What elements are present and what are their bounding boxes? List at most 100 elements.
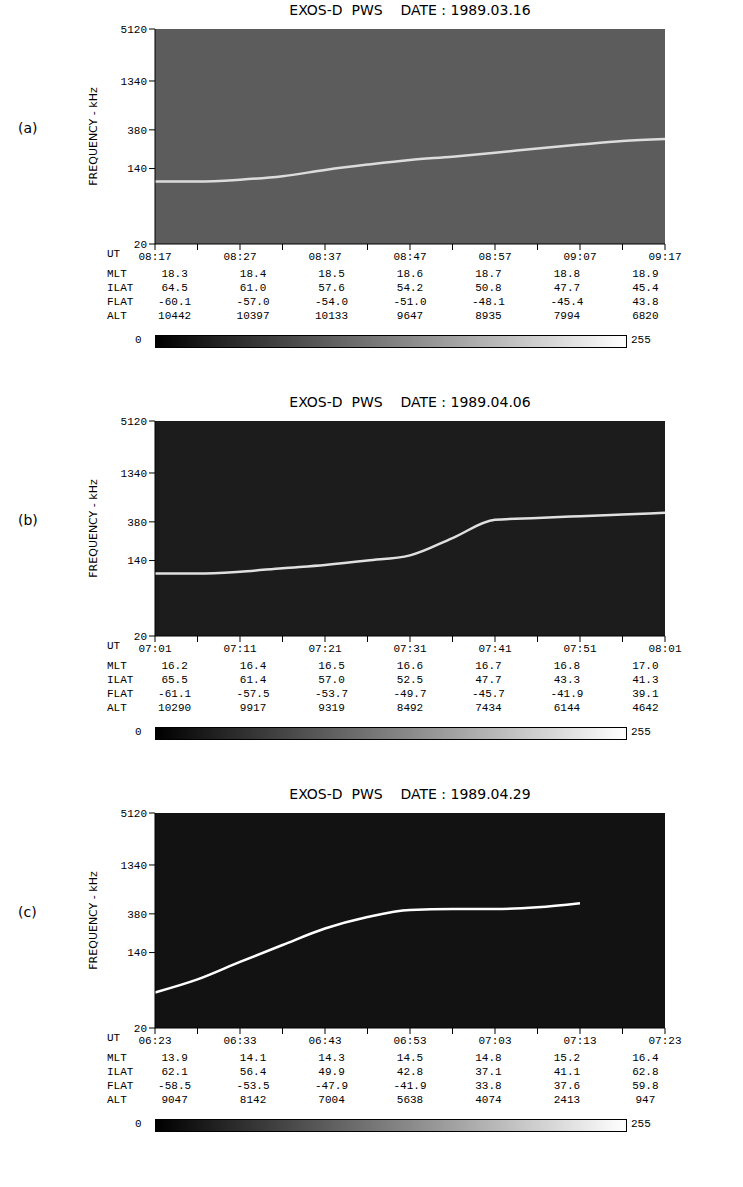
svg-text:140: 140 xyxy=(127,555,147,567)
html-text:61.0: 61.0 xyxy=(239,282,267,294)
svg-text:5120: 5120 xyxy=(121,416,147,428)
html-text:52.5: 52.5 xyxy=(396,674,424,686)
html-text:10397: 10397 xyxy=(236,310,270,322)
html-text:57.0: 57.0 xyxy=(318,674,345,686)
svg-text:140: 140 xyxy=(127,947,147,959)
svg-text:07:31: 07:31 xyxy=(393,643,426,655)
svg-text:08:17: 08:17 xyxy=(138,251,171,263)
html-text:FLAT: FLAT xyxy=(107,296,134,308)
svg-text:07:03: 07:03 xyxy=(478,1035,511,1047)
html-text:16.4: 16.4 xyxy=(239,660,267,672)
html-text:43.8: 43.8 xyxy=(632,296,659,308)
html-text:18.7: 18.7 xyxy=(475,268,502,280)
html-text:-53.7: -53.7 xyxy=(315,688,348,700)
svg-text:20: 20 xyxy=(134,1023,147,1035)
html-text:(a): (a) xyxy=(18,120,38,136)
html-text:45.4: 45.4 xyxy=(632,282,659,294)
svg-text:07:01: 07:01 xyxy=(138,643,171,655)
html-text:18.6: 18.6 xyxy=(396,268,424,280)
html-text:10133: 10133 xyxy=(315,310,348,322)
svg-text:08:47: 08:47 xyxy=(393,251,426,263)
svg-text:09:17: 09:17 xyxy=(648,251,681,263)
html-text:41.3: 41.3 xyxy=(632,674,659,686)
html-text:16.8: 16.8 xyxy=(553,660,581,672)
html-text:57.6: 57.6 xyxy=(318,282,345,294)
html-text:7994: 7994 xyxy=(553,310,581,322)
html-text:FLAT: FLAT xyxy=(107,688,134,700)
html-text:(b): (b) xyxy=(18,512,38,528)
svg-text:08:57: 08:57 xyxy=(478,251,511,263)
html-text:ILAT: ILAT xyxy=(107,674,134,686)
html-text:UT: UT xyxy=(107,248,121,260)
html-text:65.5: 65.5 xyxy=(161,674,188,686)
html-text:50.8: 50.8 xyxy=(475,282,502,294)
html-text:EXOS-D PWS DATE : 1989.04.29: EXOS-D PWS DATE : 1989.04.29 xyxy=(289,786,531,802)
svg-text:1340: 1340 xyxy=(121,468,147,480)
svg-text:08:37: 08:37 xyxy=(308,251,341,263)
svg-text:140: 140 xyxy=(127,163,147,175)
html-text:18.3: 18.3 xyxy=(161,268,188,280)
html-text:-45.4: -45.4 xyxy=(550,296,584,308)
html-text:(c): (c) xyxy=(18,904,37,920)
html-text:18.5: 18.5 xyxy=(318,268,345,280)
html-text:17.0: 17.0 xyxy=(632,660,659,672)
html-text:6820: 6820 xyxy=(632,310,659,322)
html-text:10442: 10442 xyxy=(158,310,192,322)
svg-text:07:23: 07:23 xyxy=(648,1035,681,1047)
html-text:8935: 8935 xyxy=(475,310,502,322)
svg-text:FREQUENCY - kHz: FREQUENCY - kHz xyxy=(87,87,100,186)
html-text:-61.1: -61.1 xyxy=(158,688,192,700)
html-text:16.6: 16.6 xyxy=(396,660,424,672)
svg-text:FREQUENCY - kHz: FREQUENCY - kHz xyxy=(87,871,100,970)
svg-text:06:53: 06:53 xyxy=(393,1035,426,1047)
html-text:ALT: ALT xyxy=(107,310,127,322)
svg-text:06:43: 06:43 xyxy=(308,1035,341,1047)
svg-text:08:01: 08:01 xyxy=(648,643,681,655)
svg-text:1340: 1340 xyxy=(121,860,147,872)
svg-text:08:27: 08:27 xyxy=(223,251,256,263)
html-text:16.7: 16.7 xyxy=(475,660,502,672)
html-text:EXOS-D PWS DATE : 1989.03.16: EXOS-D PWS DATE : 1989.03.16 xyxy=(289,2,531,18)
svg-text:FREQUENCY - kHz: FREQUENCY - kHz xyxy=(87,479,100,578)
html-text:9647: 9647 xyxy=(396,310,424,322)
html-text:16.5: 16.5 xyxy=(318,660,345,672)
html-text:18.4: 18.4 xyxy=(239,268,267,280)
html-text:43.3: 43.3 xyxy=(553,674,581,686)
svg-text:380: 380 xyxy=(127,909,147,921)
svg-text:06:23: 06:23 xyxy=(138,1035,171,1047)
svg-text:20: 20 xyxy=(134,631,147,643)
svg-text:09:07: 09:07 xyxy=(563,251,596,263)
html-text:ILAT: ILAT xyxy=(107,282,134,294)
html-text:255: 255 xyxy=(631,334,651,346)
html-text:18.9: 18.9 xyxy=(632,268,659,280)
html-text:-48.1: -48.1 xyxy=(471,296,505,308)
svg-text:07:41: 07:41 xyxy=(478,643,511,655)
svg-text:1340: 1340 xyxy=(121,76,147,88)
html-text:47.7: 47.7 xyxy=(553,282,581,294)
html-text:MLT: MLT xyxy=(107,268,127,280)
svg-text:20: 20 xyxy=(134,239,147,251)
html-text:-54.0: -54.0 xyxy=(315,296,348,308)
svg-text:5120: 5120 xyxy=(121,808,147,820)
html-text:EXOS-D PWS DATE : 1989.04.06: EXOS-D PWS DATE : 1989.04.06 xyxy=(289,394,531,410)
svg-text:380: 380 xyxy=(127,125,147,137)
html-text:-51.0: -51.0 xyxy=(393,296,427,308)
svg-text:06:33: 06:33 xyxy=(223,1035,256,1047)
html-text:16.2: 16.2 xyxy=(161,660,188,672)
html-text:UT: UT xyxy=(107,640,121,652)
html-text:47.7: 47.7 xyxy=(475,674,502,686)
html-text:18.8: 18.8 xyxy=(553,268,581,280)
svg-text:07:21: 07:21 xyxy=(308,643,341,655)
html-text:-57.5: -57.5 xyxy=(236,688,270,700)
html-text:54.2: 54.2 xyxy=(396,282,424,294)
html-text:MLT: MLT xyxy=(107,660,127,672)
svg-text:07:13: 07:13 xyxy=(563,1035,596,1047)
svg-text:07:51: 07:51 xyxy=(563,643,596,655)
svg-text:5120: 5120 xyxy=(121,24,147,36)
html-text:-57.0: -57.0 xyxy=(236,296,270,308)
html-text:61.4: 61.4 xyxy=(239,674,267,686)
html-text:-60.1: -60.1 xyxy=(158,296,192,308)
svg-text:380: 380 xyxy=(127,517,147,529)
svg-text:07:11: 07:11 xyxy=(223,643,256,655)
html-text:64.5: 64.5 xyxy=(161,282,188,294)
